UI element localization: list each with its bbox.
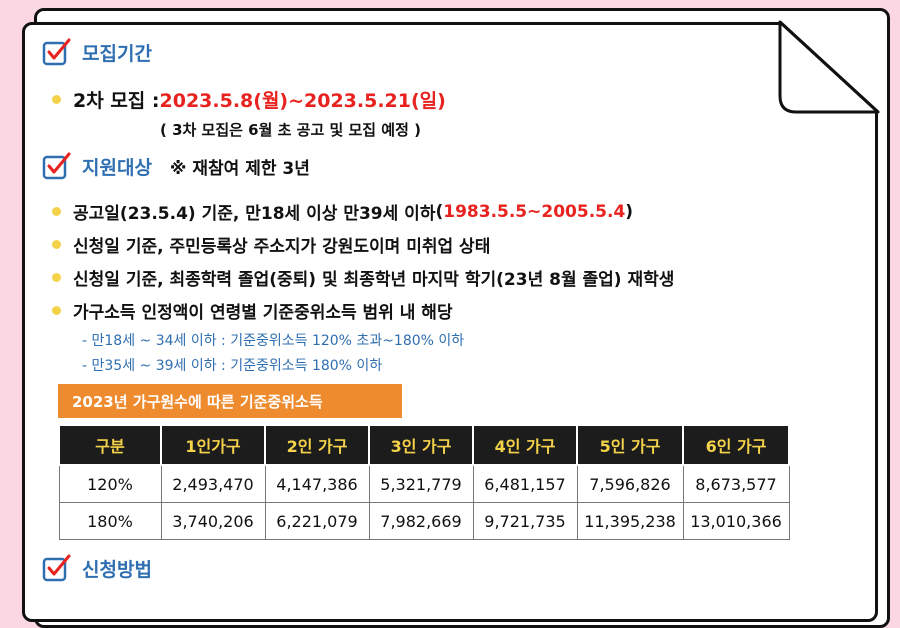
paren-close: ) bbox=[625, 201, 634, 222]
bullet-icon bbox=[52, 306, 61, 315]
table-cell: 7,982,669 bbox=[368, 502, 474, 540]
table-header-cell: 구분 bbox=[58, 424, 162, 466]
table-cell: 13,010,366 bbox=[682, 502, 790, 540]
table-cell: 180% bbox=[58, 502, 162, 540]
checkbox-check-icon bbox=[42, 38, 71, 66]
table-cell: 6,221,079 bbox=[264, 502, 370, 540]
recruit-sub-note: ( 3차 모집은 6월 초 공고 및 모집 예정 ) bbox=[160, 121, 421, 139]
table-row: 120% 2,493,470 4,147,386 5,321,779 6,481… bbox=[58, 464, 790, 503]
eligibility-item-text: 신청일 기준, 주민등록상 주소지가 강원도이며 미취업 상태 bbox=[73, 237, 491, 257]
recruit-period-line: 2차 모집 : 2023.5.8(월)~2023.5.21(일) bbox=[52, 86, 446, 113]
table-header-cell: 4인 가구 bbox=[472, 424, 578, 466]
recruit-dates: 2023.5.8(월)~2023.5.21(일) bbox=[159, 90, 446, 112]
table-header-cell: 2인 가구 bbox=[264, 424, 370, 466]
table-cell: 6,481,157 bbox=[472, 464, 578, 503]
table-cell: 5,321,779 bbox=[368, 464, 474, 503]
table-header-cell: 6인 가구 bbox=[682, 424, 790, 466]
income-table: 구분 1인가구 2인 가구 3인 가구 4인 가구 5인 가구 6인 가구 12… bbox=[58, 424, 790, 540]
paren-open: ( bbox=[435, 201, 444, 222]
income-criteria-note: - 만18세 ~ 34세 이하 : 기준중위소득 120% 초과~180% 이하 bbox=[82, 333, 465, 349]
eligibility-item-text: 신청일 기준, 최종학력 졸업(중퇴) 및 최종학년 마지막 학기(23년 8월… bbox=[73, 270, 675, 290]
table-cell: 3,740,206 bbox=[160, 502, 266, 540]
bullet-icon bbox=[52, 273, 61, 282]
income-table-banner: 2023년 가구원수에 따른 기준중위소득 bbox=[58, 384, 402, 418]
eligibility-item-address: 신청일 기준, 주민등록상 주소지가 강원도이며 미취업 상태 bbox=[52, 232, 490, 257]
birth-date-range: 1983.5.5~2005.5.4 bbox=[443, 201, 626, 222]
table-header-cell: 1인가구 bbox=[160, 424, 266, 466]
eligibility-item-text: 가구소득 인정액이 연령별 기준중위소득 범위 내 해당 bbox=[73, 303, 453, 323]
table-cell: 8,673,577 bbox=[682, 464, 790, 503]
table-cell: 7,596,826 bbox=[576, 464, 684, 503]
section-title: 신청방법 bbox=[82, 558, 152, 581]
income-criteria-note: - 만35세 ~ 39세 이하 : 기준중위소득 180% 이하 bbox=[82, 358, 383, 374]
checkbox-check-icon bbox=[42, 152, 71, 180]
bullet-icon bbox=[52, 240, 61, 249]
section-heading-recruit-period: 모집기간 bbox=[42, 38, 152, 66]
table-header-cell: 5인 가구 bbox=[576, 424, 684, 466]
section-title: 모집기간 bbox=[82, 42, 152, 65]
checkbox-check-icon bbox=[42, 554, 71, 582]
table-cell: 11,395,238 bbox=[576, 502, 684, 540]
bullet-icon bbox=[52, 95, 61, 104]
table-cell: 2,493,470 bbox=[160, 464, 266, 503]
bullet-icon bbox=[52, 207, 61, 216]
table-header-row: 구분 1인가구 2인 가구 3인 가구 4인 가구 5인 가구 6인 가구 bbox=[58, 424, 790, 466]
table-row: 180% 3,740,206 6,221,079 7,982,669 9,721… bbox=[58, 502, 790, 540]
table-cell: 120% bbox=[58, 464, 162, 503]
recruit-round-label: 2차 모집 : bbox=[73, 90, 160, 112]
eligibility-item-education: 신청일 기준, 최종학력 졸업(중퇴) 및 최종학년 마지막 학기(23년 8월… bbox=[52, 265, 674, 290]
table-header-cell: 3인 가구 bbox=[368, 424, 474, 466]
eligibility-note: ※ 재참여 제한 3년 bbox=[169, 158, 310, 179]
section-heading-apply-method: 신청방법 bbox=[42, 554, 152, 582]
eligibility-item-age: 공고일(23.5.4) 기준, 만18세 이상 만39세 이하 (1983.5.… bbox=[52, 199, 633, 224]
eligibility-item-text: 공고일(23.5.4) 기준, 만18세 이상 만39세 이하 bbox=[73, 204, 436, 224]
section-title: 지원대상 bbox=[82, 156, 152, 179]
section-heading-eligibility: 지원대상 ※ 재참여 제한 3년 bbox=[42, 152, 310, 180]
table-cell: 4,147,386 bbox=[264, 464, 370, 503]
table-cell: 9,721,735 bbox=[472, 502, 578, 540]
eligibility-item-income: 가구소득 인정액이 연령별 기준중위소득 범위 내 해당 bbox=[52, 298, 453, 323]
